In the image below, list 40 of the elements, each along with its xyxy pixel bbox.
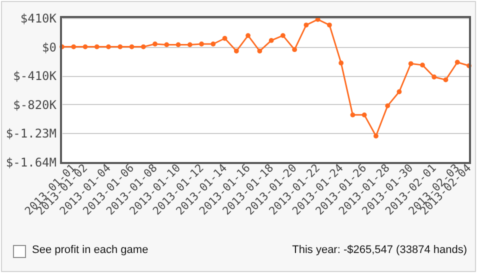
point — [420, 62, 425, 68]
text: See profit in each game — [32, 244, 148, 256]
point — [152, 42, 158, 46]
point — [129, 44, 134, 50]
point — [327, 22, 332, 28]
point — [176, 42, 181, 48]
point — [385, 103, 390, 108]
point — [82, 44, 88, 50]
point — [246, 33, 251, 38]
point — [106, 44, 111, 50]
point — [408, 61, 414, 66]
point — [350, 112, 356, 118]
point — [257, 48, 262, 54]
point — [187, 42, 192, 48]
y-tick-label: $-1.23M — [6, 126, 56, 141]
point — [292, 47, 298, 52]
point — [118, 44, 123, 50]
point — [268, 38, 274, 43]
point — [222, 36, 228, 41]
point — [362, 112, 367, 118]
y-tick-label: $-410K — [13, 69, 58, 84]
point — [454, 60, 460, 65]
point — [140, 44, 146, 50]
point — [396, 89, 402, 94]
text: This year: -$265,547 (33874 hands) — [292, 244, 467, 256]
point — [338, 60, 344, 66]
point — [443, 77, 448, 82]
point — [432, 74, 437, 80]
point — [304, 22, 309, 28]
point — [210, 42, 216, 46]
y-tick-label: $-820K — [13, 98, 58, 112]
point — [280, 33, 286, 38]
point — [94, 44, 100, 50]
point — [164, 42, 170, 48]
point — [71, 44, 76, 50]
y-tick-label: $0 — [42, 40, 56, 54]
y-tick-label: $410K — [20, 12, 58, 26]
point — [199, 42, 204, 46]
point — [374, 134, 378, 138]
point — [234, 48, 239, 54]
